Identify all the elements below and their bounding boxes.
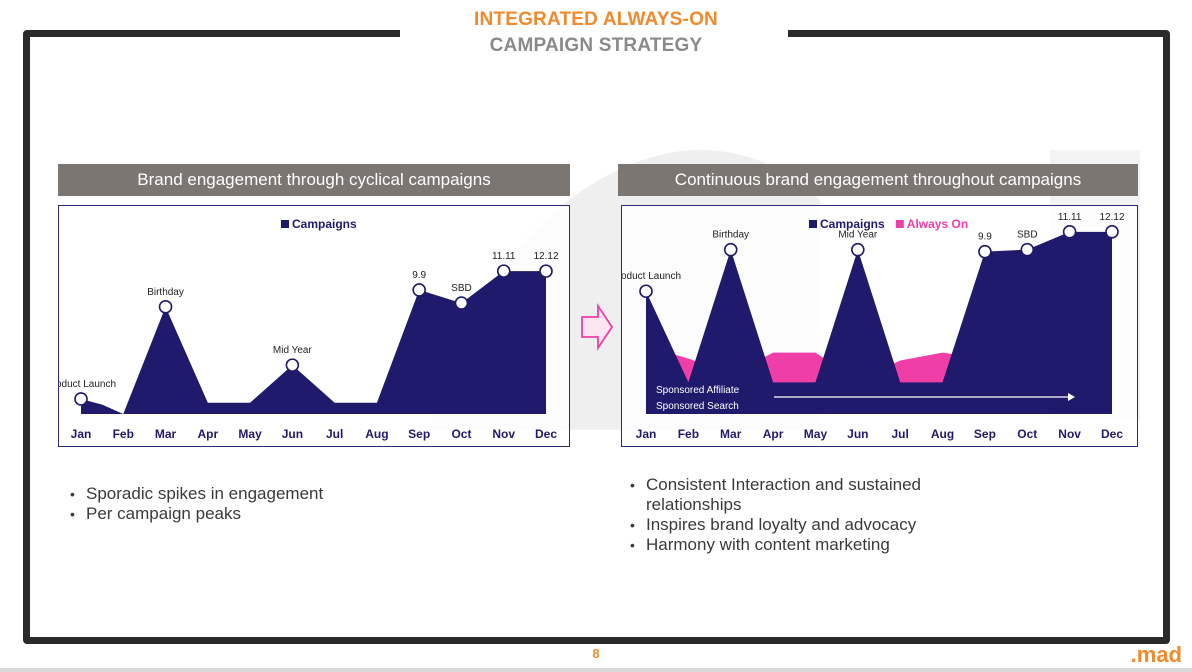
- annotation-marker: [1105, 225, 1119, 239]
- right-chart-frame: Campaigns Always On Product Launch Birthday…: [611, 205, 1138, 447]
- annotation-marker: [1062, 225, 1077, 239]
- annotation-label: 12.12: [533, 251, 558, 262]
- x-tick-label: Dec: [1101, 427, 1123, 441]
- x-tick-label: Oct: [1017, 427, 1037, 441]
- x-tick-label: Apr: [197, 427, 218, 441]
- annotation-label: Mid Year: [273, 345, 313, 356]
- x-tick-label: Nov: [1058, 427, 1081, 441]
- x-tick-label: Nov: [492, 427, 515, 441]
- x-tick-label: Mar: [720, 427, 742, 441]
- x-tick-label: Oct: [451, 427, 471, 441]
- bullet-item: Harmony with content marketing: [622, 535, 992, 555]
- annotation-label: Birthday: [147, 287, 184, 298]
- annotation-label: Mid Year: [838, 230, 878, 241]
- bullet-item: Per campaign peaks: [62, 504, 323, 524]
- left-bullets: Sporadic spikes in engagement Per campai…: [62, 484, 323, 524]
- annotation-marker: [723, 242, 738, 257]
- x-tick-label: Apr: [763, 427, 784, 441]
- bullet-item: Sporadic spikes in engagement: [62, 484, 323, 504]
- x-tick-label: Jun: [282, 427, 303, 441]
- slide-subtitle: CAMPAIGN STRATEGY: [489, 35, 703, 56]
- overlay-label-affiliate: Sponsored Affiliate: [656, 385, 740, 396]
- bullet-item: Inspires brand loyalty and advocacy: [622, 515, 992, 535]
- annotation-marker: [539, 264, 553, 278]
- annotation-marker: [851, 242, 865, 257]
- legend-label: Campaigns: [820, 217, 885, 231]
- legend-label: Always On: [907, 217, 968, 231]
- x-tick-label: Jul: [892, 427, 909, 441]
- annotation-label: 9.9: [412, 270, 426, 281]
- annotation-marker: [454, 296, 469, 310]
- x-tick-label: Jun: [847, 427, 868, 441]
- annotation-marker: [639, 284, 653, 299]
- annotation-label: 9.9: [978, 232, 992, 243]
- left-panel-header: Brand engagement through cyclical campai…: [58, 164, 570, 196]
- x-tick-label: May: [238, 427, 262, 441]
- x-tick-label: Aug: [365, 427, 388, 441]
- bottom-bar: [0, 668, 1192, 672]
- right-bullets: Consistent Interaction and sustained rel…: [622, 475, 992, 555]
- right-chart: Campaigns Always On Product Launch Birthday…: [611, 212, 1125, 441]
- x-tick-label: Sep: [408, 427, 430, 441]
- series-area-campaigns: [646, 231, 1112, 414]
- x-tick-label: Feb: [678, 427, 699, 441]
- annotation-label: SBD: [1017, 230, 1038, 241]
- annotation-marker: [285, 358, 300, 372]
- overlay-label-search: Sponsored Search: [656, 401, 739, 412]
- x-tick-label: Jan: [71, 427, 92, 441]
- annotation-label: SBD: [451, 283, 472, 294]
- x-tick-label: Jan: [636, 427, 657, 441]
- annotation-label: Product Launch: [59, 379, 116, 390]
- slide-title: INTEGRATED ALWAYS-ON: [474, 9, 718, 30]
- annotation-marker: [158, 300, 173, 314]
- annotation-marker: [1020, 242, 1035, 257]
- annotation-label: 11.11: [492, 251, 516, 262]
- arrow-right-icon: [581, 303, 614, 351]
- continuity-arrow-head: [1068, 393, 1075, 401]
- legend-swatch: [895, 220, 904, 228]
- annotation-label: Product Launch: [622, 271, 681, 282]
- legend-label: Campaigns: [292, 217, 357, 231]
- x-tick-label: Mar: [155, 427, 177, 441]
- annotation-marker: [412, 283, 426, 297]
- x-tick-label: Jul: [326, 427, 343, 441]
- legend-swatch: [809, 220, 817, 228]
- page-number: 8: [592, 646, 600, 661]
- x-tick-label: Feb: [113, 427, 134, 441]
- left-chart-frame: Campaigns Product Launch Birthday Mid Year 9…: [46, 205, 570, 447]
- bullet-item: Consistent Interaction and sustained rel…: [622, 475, 992, 515]
- x-tick-label: Dec: [535, 427, 557, 441]
- x-tick-label: Sep: [974, 427, 996, 441]
- x-tick-label: Aug: [931, 427, 954, 441]
- left-chart: Campaigns Product Launch Birthday Mid Year 9…: [46, 217, 559, 441]
- annotation-marker: [496, 264, 511, 278]
- x-tick-label: May: [804, 427, 828, 441]
- series-area-campaigns: [81, 271, 546, 414]
- annotation-label: Birthday: [712, 230, 749, 241]
- annotation-marker: [74, 392, 88, 406]
- title-gap: [400, 24, 788, 44]
- annotation-label: 11.11: [1058, 212, 1082, 223]
- annotation-marker: [978, 244, 992, 259]
- annotation-label: 12.12: [1099, 212, 1124, 223]
- legend-swatch: [281, 220, 289, 228]
- right-panel-header: Continuous brand engagement throughout c…: [618, 164, 1138, 196]
- brand-logo: .mad: [1130, 642, 1182, 667]
